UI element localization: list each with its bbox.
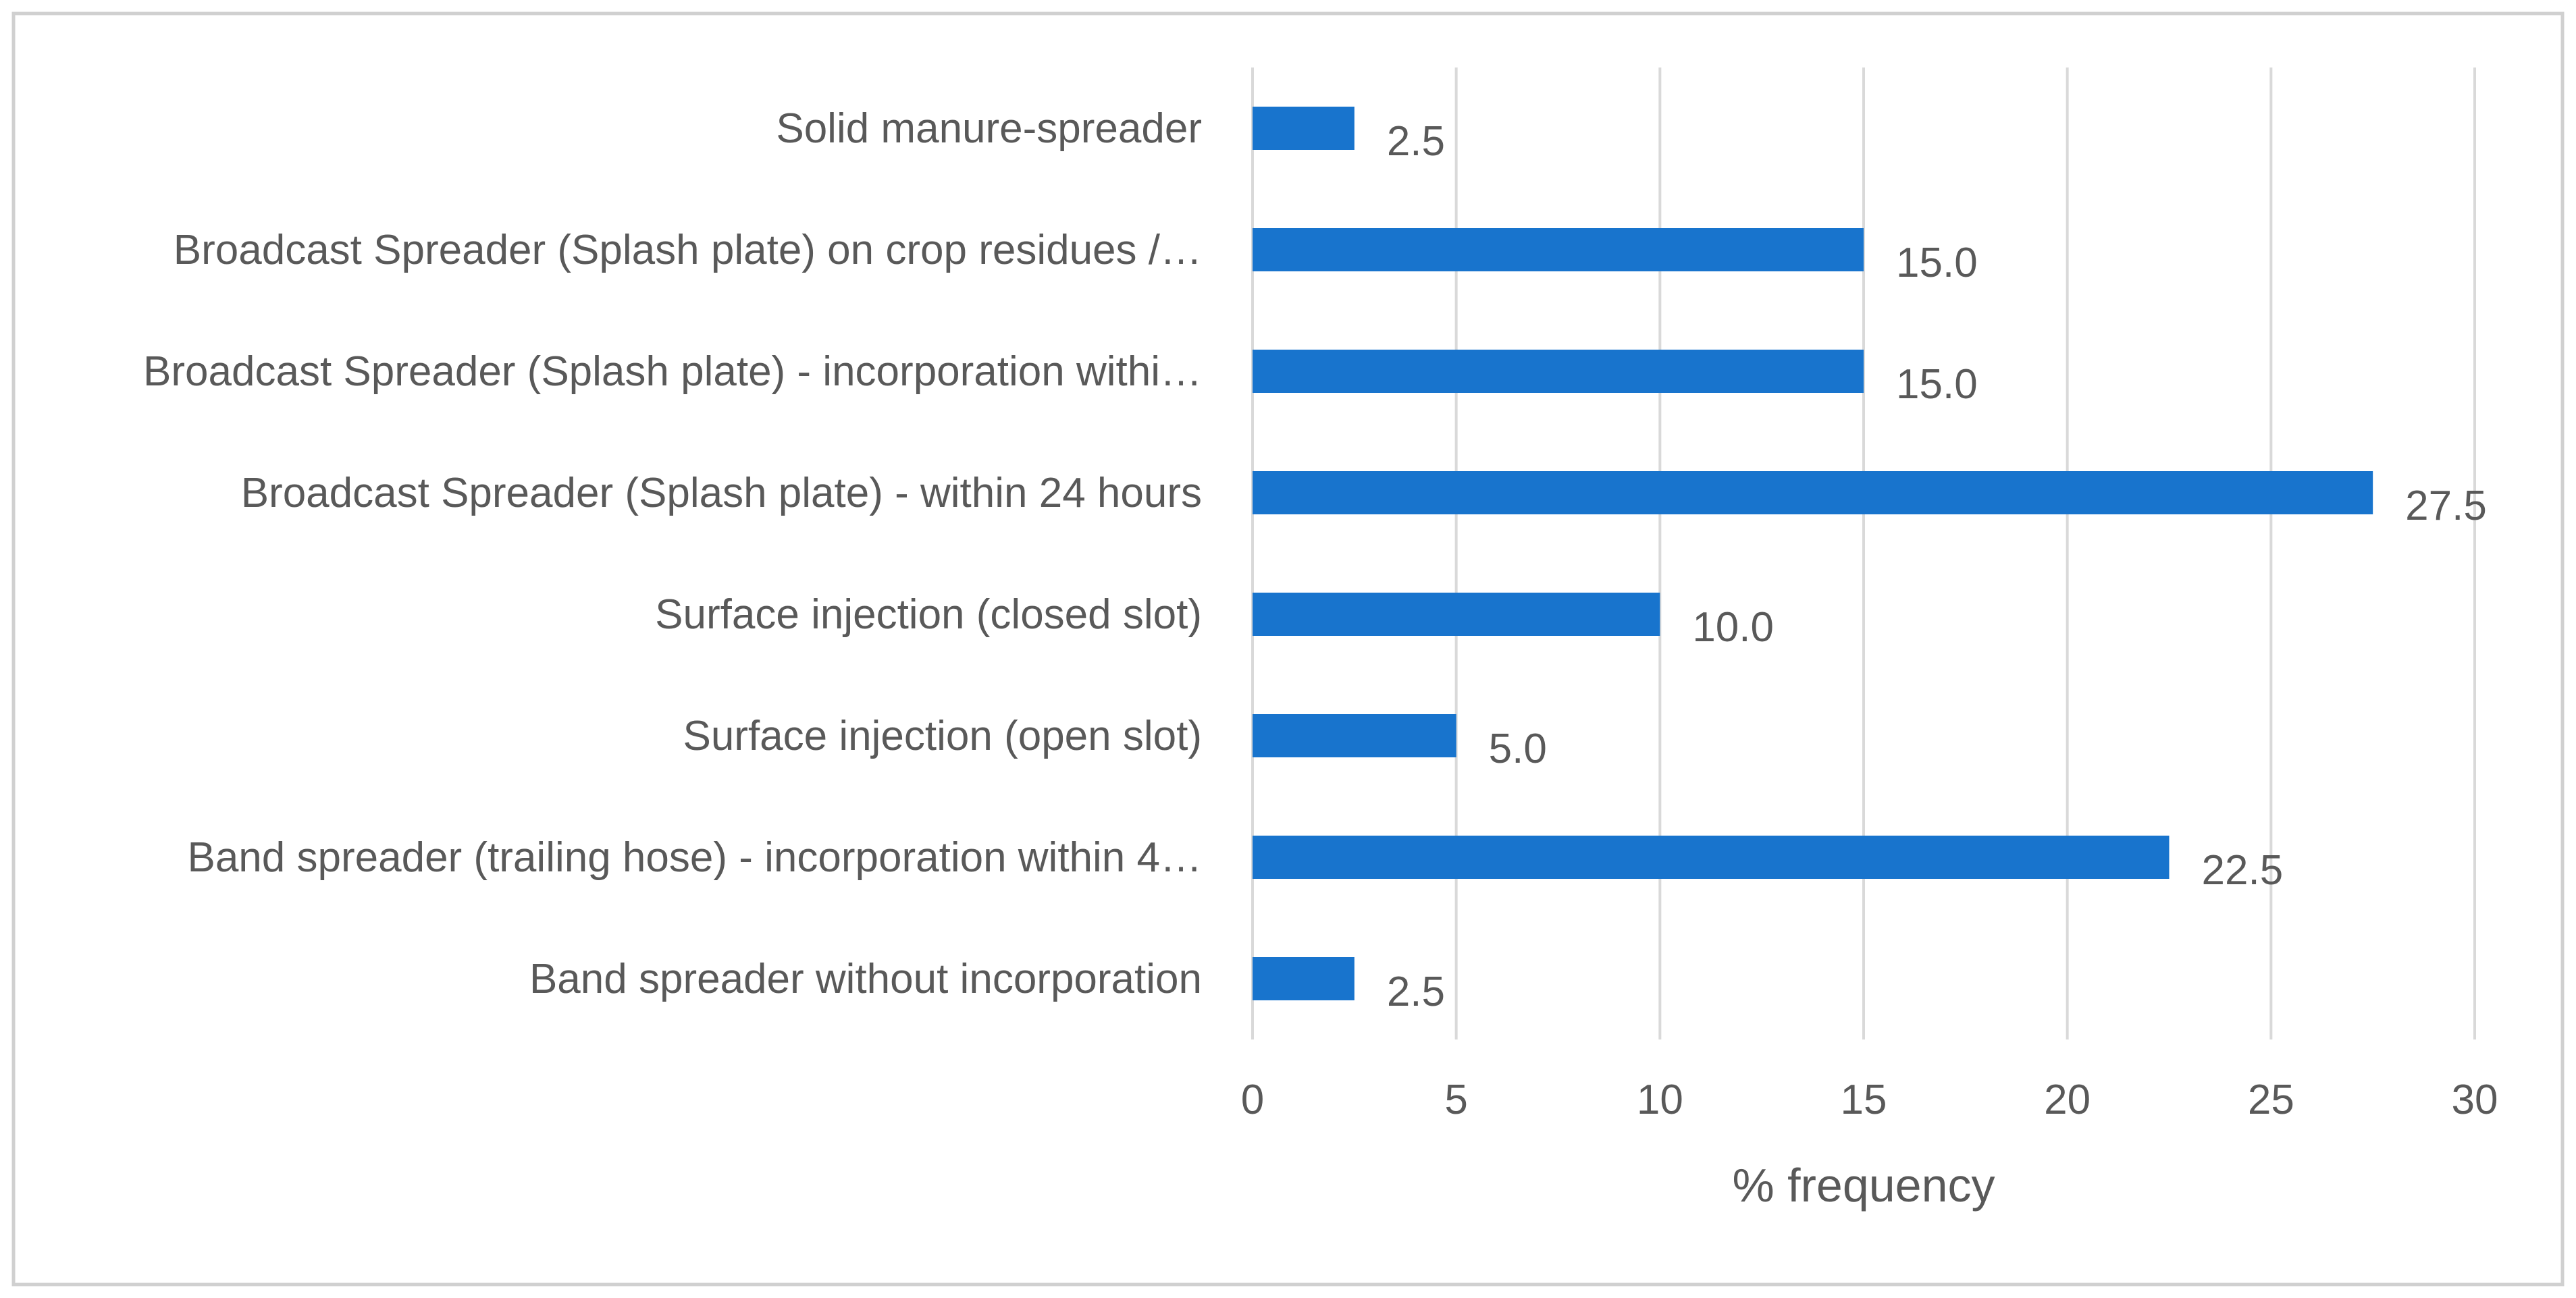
category-labels: Solid manure-spreader Broadcast Spreader … [143,105,1202,1002]
x-axis-title: % frequency [1732,1159,1995,1212]
data-label: 15.0 [1896,361,1978,408]
data-label: 22.5 [2202,847,2284,894]
x-tick-label: 5 [1444,1077,1467,1123]
bar [1253,714,1456,757]
x-tick-label: 10 [1637,1077,1683,1123]
data-label: 2.5 [1387,969,1445,1015]
data-labels: 2.5 15.0 15.0 27.5 10.0 5.0 22.5 2.5 [1387,118,2487,1015]
bar [1253,350,1864,393]
x-tick-label: 25 [2248,1077,2294,1123]
data-label: 27.5 [2405,483,2487,529]
data-label: 2.5 [1387,118,1445,165]
bar [1253,471,2373,514]
data-label: 15.0 [1896,240,1978,286]
data-label: 5.0 [1489,726,1547,772]
chart-border [11,11,2565,1287]
x-tick-label: 20 [2044,1077,2091,1123]
x-tick-label: 0 [1241,1077,1264,1123]
category-label: Surface injection (open slot) [683,713,1202,759]
category-label: Broadcast Spreader (Splash plate) on cro… [174,227,1202,273]
category-label: Broadcast Spreader (Splash plate) - with… [241,470,1202,516]
bar [1253,957,1355,1000]
category-label: Solid manure-spreader [776,105,1202,152]
x-tick-labels: 0 5 10 15 20 25 30 [1241,1077,2498,1123]
bar [1253,107,1355,150]
x-tick-label: 15 [1841,1077,1887,1123]
x-tick-label: 30 [2452,1077,2498,1123]
category-label: Band spreader without incorporation [529,956,1202,1002]
category-label: Band spreader (trailing hose) - incorpor… [187,834,1202,881]
bar [1253,228,1864,271]
bar [1253,593,1660,636]
bar [1253,836,2170,879]
bars [1253,107,2373,1000]
category-label: Broadcast Spreader (Splash plate) - inco… [143,348,1202,395]
data-label: 10.0 [1692,604,1774,651]
category-label: Surface injection (closed slot) [655,591,1202,638]
